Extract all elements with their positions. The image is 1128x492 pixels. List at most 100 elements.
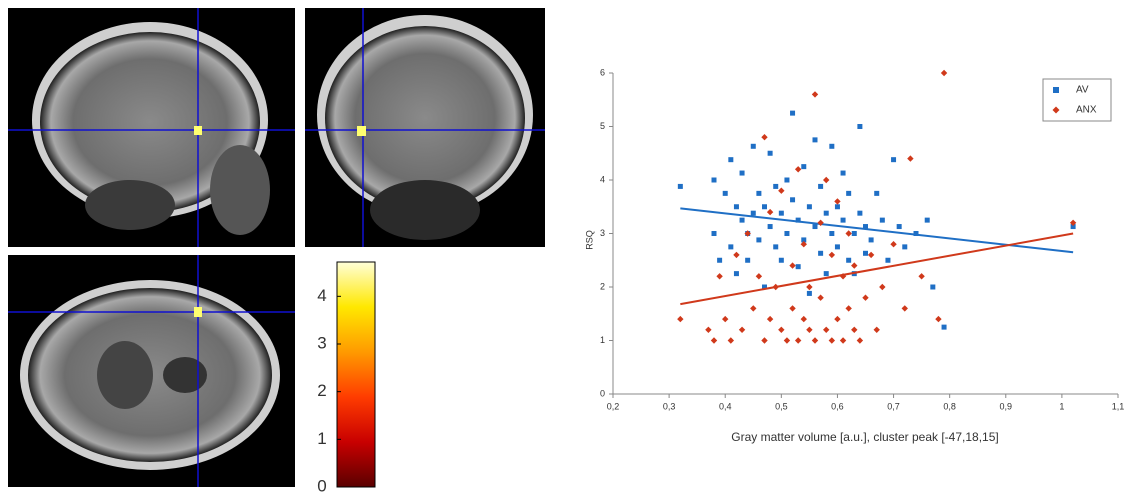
legend-label: AV: [1076, 85, 1089, 96]
point: [890, 241, 896, 247]
point: [845, 305, 851, 311]
point: [902, 305, 908, 311]
point: [678, 184, 683, 189]
point: [879, 284, 885, 290]
point: [677, 316, 683, 322]
point: [880, 218, 885, 223]
point: [740, 218, 745, 223]
point: [863, 251, 868, 256]
point: [705, 327, 711, 333]
point: [851, 262, 857, 268]
point: [806, 284, 812, 290]
point: [773, 184, 778, 189]
sagittal-slice: [8, 8, 295, 247]
colorbar-tick-label: 0: [317, 476, 326, 492]
y-tick-label: 4: [600, 174, 605, 184]
point: [761, 337, 767, 343]
x-tick-label: 0,8: [943, 401, 956, 411]
point: [846, 258, 851, 263]
point: [824, 211, 829, 216]
point: [712, 178, 717, 183]
point: [795, 337, 801, 343]
trend-line: [680, 234, 1073, 305]
point: [779, 258, 784, 263]
point: [817, 295, 823, 301]
point: [756, 191, 761, 196]
point: [834, 198, 840, 204]
point: [734, 271, 739, 276]
point: [829, 252, 835, 258]
point: [801, 164, 806, 169]
colorbar-tick-label: 3: [317, 333, 326, 352]
point: [857, 211, 862, 216]
point: [806, 327, 812, 333]
point: [818, 184, 823, 189]
point: [717, 258, 722, 263]
point: [874, 327, 880, 333]
x-tick-label: 0,9: [1000, 401, 1013, 411]
y-tick-label: 5: [600, 121, 605, 131]
point: [728, 157, 733, 162]
x-tick-label: 1: [1059, 401, 1064, 411]
point: [711, 337, 717, 343]
point: [841, 218, 846, 223]
point: [835, 204, 840, 209]
point: [829, 337, 835, 343]
point: [942, 325, 947, 330]
point: [740, 171, 745, 176]
trend-line: [680, 208, 1073, 252]
point: [784, 337, 790, 343]
point: [778, 188, 784, 194]
point: [723, 191, 728, 196]
point: [935, 316, 941, 322]
point: [846, 191, 851, 196]
point: [745, 258, 750, 263]
colorbar-tick-label: 4: [317, 286, 326, 305]
point: [897, 224, 902, 229]
point: [902, 244, 907, 249]
point: [761, 134, 767, 140]
point: [851, 327, 857, 333]
point: [857, 337, 863, 343]
point: [734, 204, 739, 209]
point: [750, 305, 756, 311]
point: [728, 337, 734, 343]
point: [852, 231, 857, 236]
point: [862, 295, 868, 301]
point: [796, 264, 801, 269]
point: [751, 211, 756, 216]
point: [829, 231, 834, 236]
point: [807, 291, 812, 296]
legend-marker: [1053, 87, 1059, 93]
point: [845, 230, 851, 236]
point: [756, 273, 762, 279]
point: [767, 316, 773, 322]
point: [840, 337, 846, 343]
y-tick-label: 0: [600, 388, 605, 398]
x-tick-label: 0,7: [887, 401, 900, 411]
point: [807, 204, 812, 209]
point: [768, 224, 773, 229]
colorbar-tick-label: 1: [317, 429, 326, 448]
point: [756, 237, 761, 242]
point: [812, 337, 818, 343]
point: [885, 258, 890, 263]
y-tick-label: 6: [600, 67, 605, 77]
point: [722, 316, 728, 322]
colorbar-tick-label: 2: [317, 381, 326, 400]
x-tick-label: 0,2: [607, 401, 620, 411]
figure: Gray matter volume [a.u.], cluster peak …: [0, 0, 1128, 492]
point: [874, 191, 879, 196]
y-tick-label: 1: [600, 335, 605, 345]
point: [925, 218, 930, 223]
legend-label: ANX: [1076, 105, 1097, 116]
point: [857, 124, 862, 129]
x-tick-label: 0,6: [831, 401, 844, 411]
colorbar: [337, 262, 375, 487]
point: [779, 211, 784, 216]
point: [739, 327, 745, 333]
point: [813, 224, 818, 229]
point: [716, 273, 722, 279]
point: [869, 237, 874, 242]
point: [768, 151, 773, 156]
